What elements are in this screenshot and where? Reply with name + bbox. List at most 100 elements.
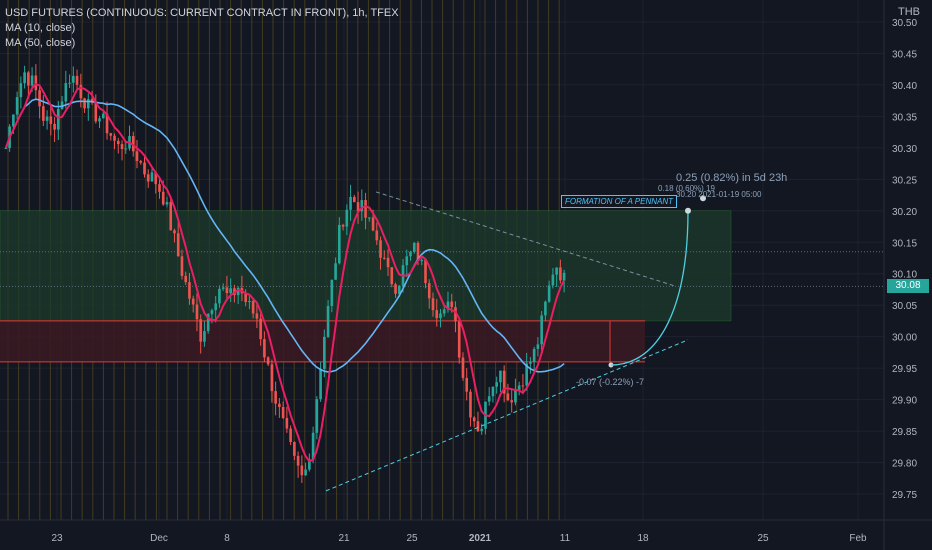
x-tick-label: 18	[637, 533, 649, 544]
candle-body	[150, 172, 154, 182]
candle-body	[364, 200, 367, 218]
candle-body	[323, 336, 326, 369]
candle-body	[469, 391, 472, 418]
candle-body	[191, 298, 195, 305]
candle-body	[394, 284, 397, 294]
candle-body	[416, 242, 420, 262]
candle-body	[382, 257, 386, 259]
candle-body	[34, 75, 38, 91]
x-tick-label: 25	[757, 533, 769, 544]
candle-body	[439, 313, 442, 319]
currency-label: THB	[898, 6, 920, 18]
candle-body	[113, 135, 116, 141]
y-tick-label: 30.15	[892, 238, 917, 249]
candle-body	[248, 301, 251, 303]
candle-body	[454, 307, 457, 322]
y-tick-label: 30.20	[892, 207, 917, 218]
x-tick-label: 8	[224, 533, 230, 544]
candle-body	[19, 83, 23, 98]
ma50-legend[interactable]: MA (50, close)	[5, 37, 76, 49]
ma10-legend[interactable]: MA (10, close)	[5, 22, 76, 34]
candle-body	[214, 303, 217, 311]
candle-body	[146, 174, 150, 182]
x-tick-label: 21	[338, 533, 350, 544]
candle-body	[330, 279, 334, 307]
candle-body	[143, 162, 146, 175]
pennant-annotation[interactable]: FORMATION OF A PENNANT	[561, 195, 678, 208]
candle-body	[131, 136, 135, 152]
candle-body	[199, 319, 203, 342]
candle-body	[356, 202, 360, 212]
candle-body	[23, 72, 26, 84]
candle-body	[64, 83, 68, 102]
projection-marker	[700, 195, 706, 202]
symbol-title[interactable]: USD FUTURES (CONTINUOUS: CURRENT CONTRAC…	[5, 7, 399, 19]
candle-body	[109, 133, 113, 136]
candle-body	[536, 344, 540, 349]
candle-body	[221, 287, 225, 289]
candlesticks	[4, 64, 566, 483]
candle-body	[457, 321, 461, 358]
candle-body	[450, 301, 454, 308]
candle-body	[547, 285, 551, 302]
candle-body	[476, 421, 480, 432]
candle-body	[75, 75, 79, 85]
candle-body	[255, 313, 259, 319]
candle-body	[529, 361, 532, 364]
candle-body	[274, 391, 277, 404]
last-price-tag: 30.08	[887, 279, 929, 293]
candle-body	[300, 465, 304, 476]
candle-body	[409, 251, 412, 257]
candle-body	[521, 385, 525, 387]
candle-body	[551, 274, 555, 286]
pennant-lower-line	[325, 339, 689, 492]
candle-body	[180, 256, 184, 276]
candle-body	[169, 202, 173, 231]
candle-body	[386, 257, 390, 268]
candle-body	[315, 399, 319, 433]
candle-body	[135, 151, 139, 161]
candle-body	[105, 113, 109, 134]
ma10-line	[4, 82, 565, 463]
candle-body	[278, 403, 281, 408]
candle-body	[161, 191, 165, 205]
candle-body	[427, 283, 431, 299]
candle-body	[559, 267, 562, 281]
candle-body	[72, 75, 75, 83]
candle-body	[367, 217, 371, 219]
candle-body	[27, 72, 30, 86]
candle-body	[480, 428, 484, 432]
price-zones	[0, 210, 884, 363]
time-axis: 23 Dec 8 21 25 2021 11 18 25 Feb	[0, 519, 932, 544]
candle-body	[154, 172, 158, 185]
candle-body	[225, 287, 229, 294]
candle-body	[165, 202, 169, 205]
candle-body	[229, 288, 232, 294]
candle-body	[517, 385, 521, 391]
candle-body	[311, 432, 315, 460]
candle-body	[491, 386, 495, 397]
candle-body	[424, 259, 427, 284]
candle-body	[139, 160, 143, 163]
candle-body	[412, 242, 416, 252]
y-tick-label: 29.90	[892, 396, 917, 407]
candle-body	[487, 396, 491, 402]
chart-legend: USD FUTURES (CONTINUOUS: CURRENT CONTRAC…	[5, 6, 399, 51]
candle-body	[390, 267, 394, 285]
candle-body	[562, 272, 566, 281]
candle-body	[188, 282, 191, 299]
candle-body	[158, 184, 161, 192]
candle-body	[461, 357, 465, 378]
candle-body	[101, 113, 105, 119]
x-tick-label: 2021	[469, 533, 492, 544]
candle-body	[371, 217, 375, 231]
projection-sublabel: 0.18 (0.60%) 19	[658, 184, 715, 193]
candle-body	[49, 116, 53, 124]
candle-body	[270, 364, 274, 392]
candle-body	[203, 331, 206, 342]
candle-body	[465, 377, 469, 392]
x-tick-label: 23	[51, 533, 63, 544]
candle-body	[345, 209, 349, 227]
candle-body	[4, 148, 8, 150]
